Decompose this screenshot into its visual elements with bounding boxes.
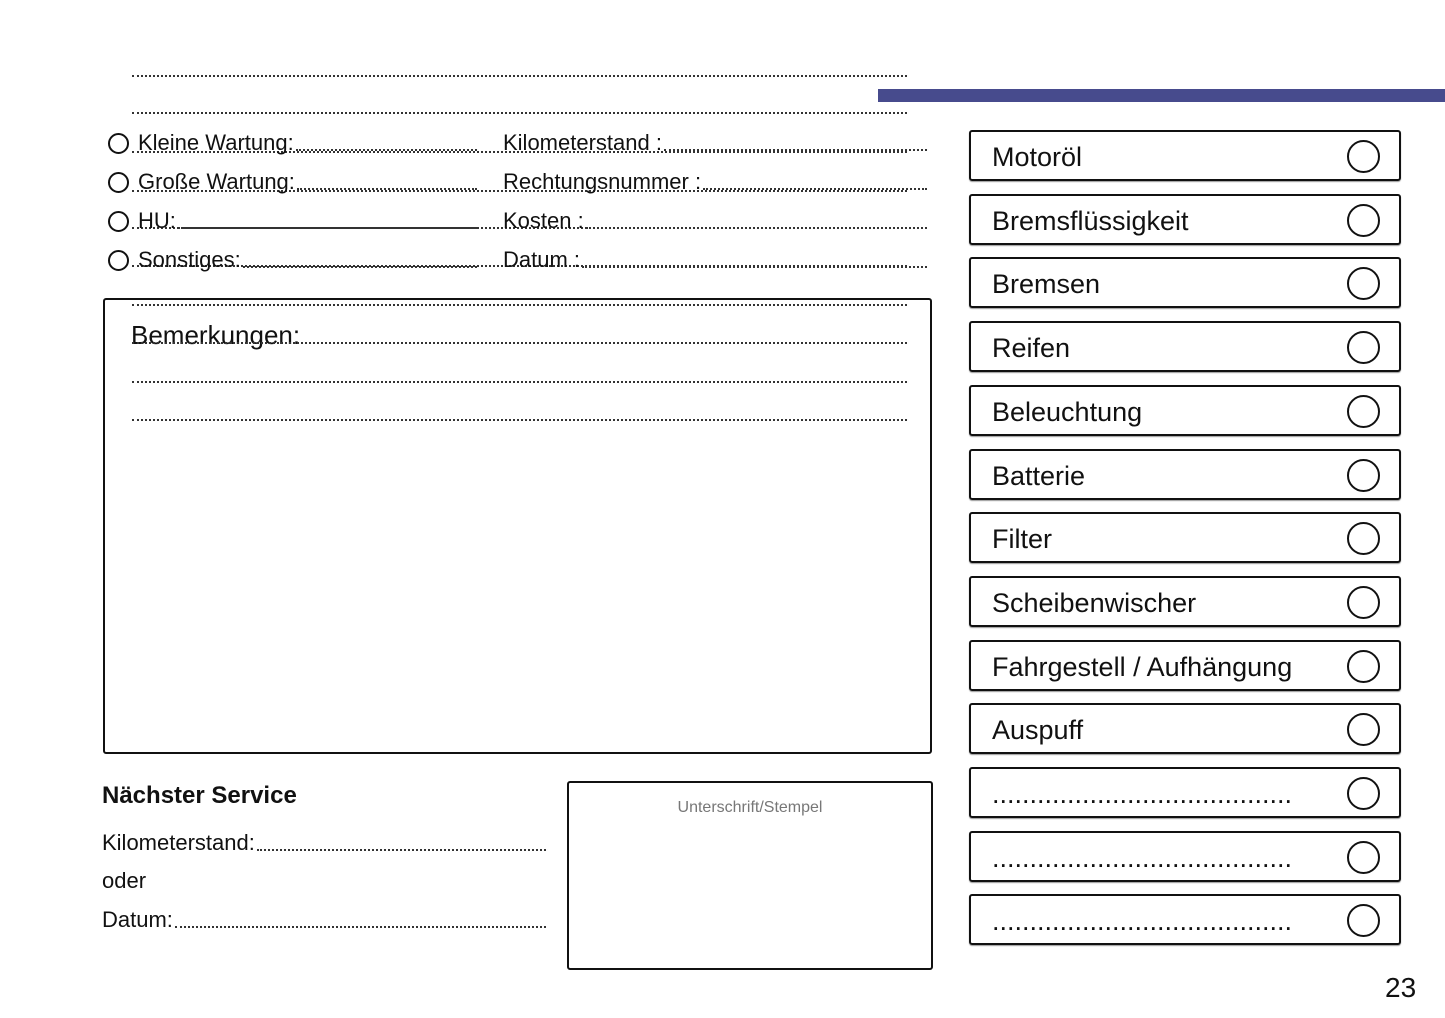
checklist-label: Batterie <box>992 460 1086 491</box>
detail-label: Kilometerstand : <box>503 130 662 155</box>
checklist-item[interactable]: Bremsen <box>969 257 1401 309</box>
radio-circle-icon[interactable] <box>108 210 129 232</box>
checklist-item[interactable]: ........................................ <box>969 894 1401 946</box>
remarks-line[interactable] <box>132 419 907 421</box>
checkbox-circle-icon[interactable] <box>1347 522 1380 556</box>
detail-label: Kosten : <box>503 208 584 233</box>
remarks-line[interactable] <box>132 304 907 306</box>
service-type-line[interactable] <box>177 227 477 229</box>
detail-line[interactable] <box>582 266 927 268</box>
remarks-line[interactable] <box>132 112 907 114</box>
checkbox-circle-icon[interactable] <box>1347 267 1380 301</box>
detail-field[interactable]: Kilometerstand : <box>503 130 927 156</box>
checklist-item[interactable]: Fahrgestell / Aufhängung <box>969 639 1401 691</box>
remarks-line[interactable] <box>132 342 907 344</box>
checklist-label: ........................................ <box>992 906 1293 937</box>
checklist-item[interactable]: Batterie <box>969 448 1401 500</box>
checklist-label: Scheibenwischer <box>992 587 1197 618</box>
checklist-label: Fahrgestell / Aufhängung <box>992 651 1293 682</box>
remarks-line[interactable] <box>132 265 907 267</box>
checkbox-circle-icon[interactable] <box>1347 904 1380 938</box>
detail-line[interactable] <box>703 188 927 190</box>
checkbox-circle-icon[interactable] <box>1347 331 1380 365</box>
service-type-row[interactable]: Große Wartung: <box>108 169 477 195</box>
signature-label: Unterschrift/Stempel <box>677 799 823 816</box>
remarks-line[interactable] <box>132 75 907 77</box>
remarks-line[interactable] <box>132 381 907 383</box>
remarks-line[interactable] <box>132 227 907 229</box>
service-type-row[interactable]: Sonstiges: <box>108 247 477 273</box>
next-service-or: oder <box>102 868 147 893</box>
service-type-row[interactable]: HU: <box>108 208 477 234</box>
service-type-label: Sonstiges: <box>138 247 241 272</box>
checklist-item[interactable]: Reifen <box>969 321 1401 373</box>
checkbox-circle-icon[interactable] <box>1347 458 1380 492</box>
checklist-label: Bremsflüssigkeit <box>992 205 1189 236</box>
detail-field[interactable]: Rechtungsnummer : <box>503 169 927 195</box>
next-service-date-line[interactable] <box>174 926 546 928</box>
checklist-item[interactable]: Beleuchtung <box>969 384 1401 436</box>
signature-stamp-box[interactable]: Unterschrift/Stempel <box>567 781 933 970</box>
checklist-item[interactable]: Motoröl <box>969 130 1401 181</box>
remarks-line[interactable] <box>132 190 907 192</box>
service-type-label: Kleine Wartung: <box>138 130 294 155</box>
detail-line[interactable] <box>663 149 927 151</box>
service-type-line[interactable] <box>296 188 477 190</box>
service-type-line[interactable] <box>242 266 477 268</box>
service-type-row[interactable]: Kleine Wartung: <box>108 130 477 156</box>
remarks-box: Bemerkungen: <box>103 75 932 754</box>
radio-circle-icon[interactable] <box>108 171 129 193</box>
checkbox-circle-icon[interactable] <box>1347 713 1380 747</box>
detail-label: Datum : <box>503 247 581 272</box>
checklist-item[interactable]: Auspuff <box>969 703 1401 755</box>
checklist-label: Bremsen <box>992 269 1101 300</box>
detail-field[interactable]: Datum : <box>503 247 927 273</box>
service-type-line[interactable] <box>295 149 477 151</box>
detail-field[interactable]: Kosten : <box>503 208 927 234</box>
detail-line[interactable] <box>585 227 927 229</box>
page-number: 23 <box>1385 972 1417 1003</box>
checklist-label: ........................................ <box>992 842 1293 873</box>
checklist-item[interactable]: Bremsflüssigkeit <box>969 193 1401 245</box>
checklist-item[interactable]: Filter <box>969 512 1401 564</box>
checklist-item[interactable]: ........................................ <box>969 830 1401 882</box>
header-accent-bar <box>878 89 1445 102</box>
checklist-label: Auspuff <box>992 715 1084 746</box>
radio-circle-icon[interactable] <box>108 132 129 154</box>
remarks-line[interactable] <box>132 151 907 153</box>
radio-circle-icon[interactable] <box>108 249 129 271</box>
next-service-title: Nächster Service <box>102 782 297 809</box>
checklist-label: Reifen <box>992 333 1071 364</box>
next-service-km-label: Kilometerstand: <box>102 830 255 855</box>
remarks-title: Bemerkungen: <box>131 320 301 350</box>
checklist-label: Motoröl <box>992 142 1083 172</box>
next-service-km-line[interactable] <box>256 849 546 851</box>
checklist-label: Filter <box>992 524 1052 555</box>
checklist-item[interactable]: Scheibenwischer <box>969 575 1401 627</box>
checkbox-circle-icon[interactable] <box>1347 140 1380 173</box>
checkbox-circle-icon[interactable] <box>1347 394 1380 428</box>
detail-label: Rechtungsnummer : <box>503 169 702 194</box>
checklist-label: ........................................ <box>992 779 1293 809</box>
checkbox-circle-icon[interactable] <box>1347 649 1380 683</box>
checkbox-circle-icon[interactable] <box>1347 203 1380 237</box>
service-type-label: HU: <box>138 208 176 233</box>
checklist-item[interactable]: ........................................ <box>969 767 1401 818</box>
next-service-date-label: Datum: <box>102 907 173 932</box>
next-service-date-field[interactable]: Datum: <box>102 907 546 933</box>
checkbox-circle-icon[interactable] <box>1347 585 1380 619</box>
checkbox-circle-icon[interactable] <box>1347 840 1380 874</box>
next-service-km-field[interactable]: Kilometerstand: <box>102 830 546 856</box>
checkbox-circle-icon[interactable] <box>1347 777 1380 810</box>
checklist-label: Beleuchtung <box>992 396 1143 427</box>
service-type-label: Große Wartung: <box>138 169 295 194</box>
